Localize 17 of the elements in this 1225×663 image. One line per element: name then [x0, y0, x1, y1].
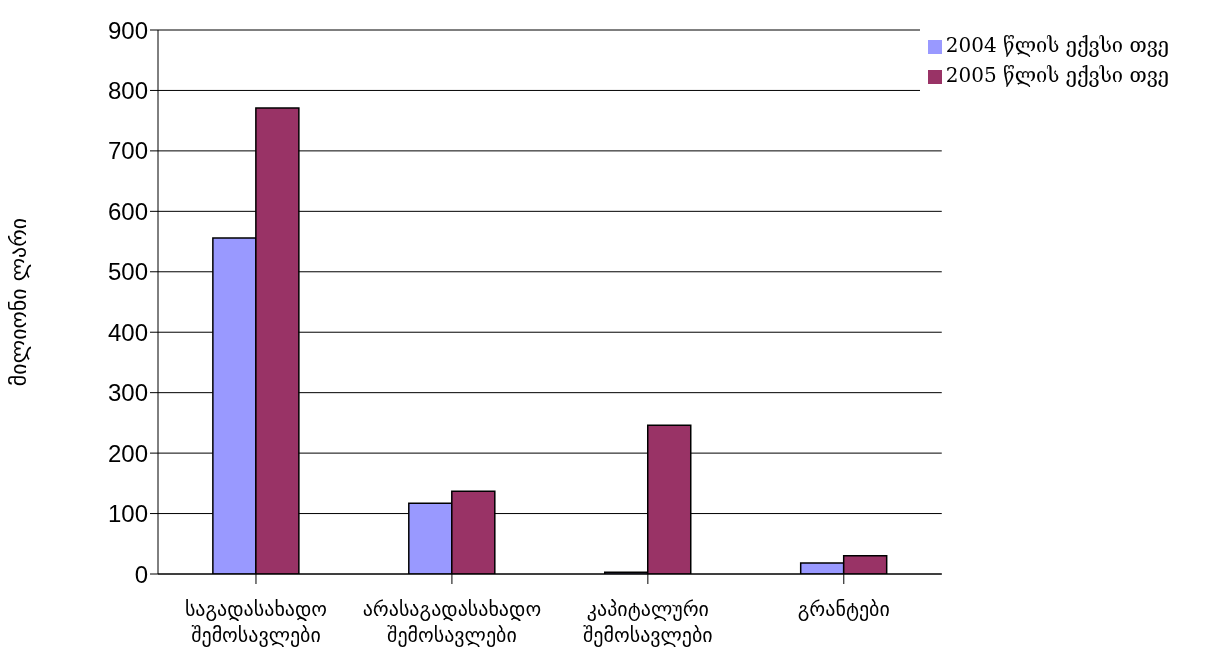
y-tick-label: 500	[107, 258, 148, 286]
y-tick-label: 600	[107, 197, 148, 225]
y-tick-label: 700	[107, 137, 148, 165]
y-tick-label: 800	[107, 76, 148, 104]
y-tick-label: 200	[107, 439, 148, 467]
x-tick-label: კაპიტალური შემოსავლები	[583, 597, 713, 647]
y-tick-label: 900	[107, 16, 148, 44]
y-tick-label: 0	[134, 560, 148, 588]
legend-label: 2005 წლის ექვსი თვე	[945, 63, 1169, 87]
y-tick-label: 100	[107, 500, 148, 528]
y-tick-label: 400	[107, 318, 148, 346]
x-tick-label: გრანტები	[797, 597, 890, 621]
y-axis-title: მილიონი ლარი	[5, 217, 31, 387]
legend-label: 2004 წლის ექვსი თვე	[945, 33, 1169, 57]
x-tick-label: არასაგადასახადო შემოსავლები	[362, 597, 542, 647]
x-tick-label: საგადასახადო შემოსავლები	[184, 597, 328, 647]
y-tick-label: 300	[107, 379, 148, 407]
